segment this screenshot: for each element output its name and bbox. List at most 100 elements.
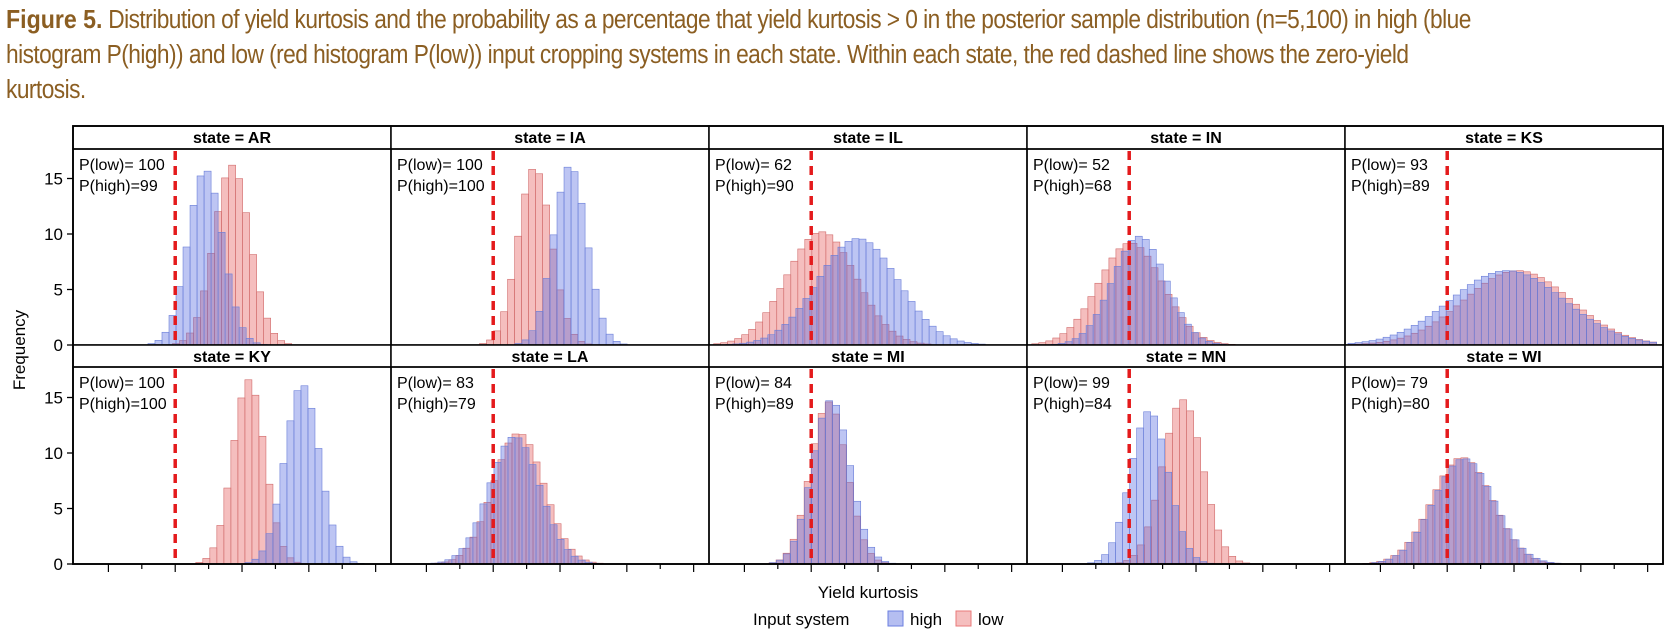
histogram-bar-high-MI-4 (797, 518, 805, 565)
histogram-bar-high-KS-32 (1544, 287, 1552, 346)
histogram-bar-high-MN-4 (1115, 521, 1123, 565)
histogram-bar-high-MN-11 (1164, 471, 1173, 565)
histogram-bar-high-MI-13 (860, 528, 869, 565)
histogram-bar-high-IA-8 (570, 171, 579, 346)
histogram-bar-high-AR-7 (196, 175, 205, 346)
histogram-bar-low-MN-12 (1200, 471, 1209, 565)
histogram-bar-high-LA-12 (514, 437, 523, 565)
histogram-bar-high-KS-12 (1403, 328, 1412, 346)
histogram-bar-high-KY-12 (328, 524, 337, 565)
histogram-bar-high-LA-6 (472, 522, 481, 565)
histogram-bar-high-AR-9 (210, 192, 219, 346)
histogram-bar-high-KS-34 (1558, 297, 1566, 346)
histogram-bar-high-MI-7 (818, 417, 826, 565)
histogram-bar-low-IA-5 (514, 235, 522, 346)
histogram-bar-low-AR-10 (242, 212, 250, 346)
histogram-bar-high-KS-45 (1635, 339, 1643, 346)
p-low-text-MI: P(low)= 84 (715, 375, 792, 392)
y-tick-label-1-15: 15 (44, 389, 63, 408)
histogram-bar-high-AR-13 (238, 327, 247, 346)
histogram-bar-high-IA-2 (528, 330, 537, 346)
histogram-bar-low-KY-8 (251, 394, 260, 565)
histogram-bar-high-IL-24 (893, 279, 902, 346)
histogram-bar-high-IL-29 (928, 325, 937, 346)
histogram-bar-high-IN-5 (1085, 325, 1094, 346)
y-axis-label: Frequency (10, 309, 29, 390)
histogram-bar-low-IA-4 (507, 278, 515, 346)
histogram-bar-high-KS-8 (1375, 338, 1384, 346)
histogram-bar-high-KS-26 (1502, 270, 1510, 346)
histogram-bar-high-KS-40 (1600, 327, 1608, 346)
histogram-bar-high-IA-12 (598, 317, 607, 346)
histogram-bar-high-IA-1 (521, 339, 530, 346)
histogram-bar-high-KS-17 (1438, 305, 1447, 346)
histogram-bar-low-KY-9 (258, 435, 267, 565)
histogram-bar-high-IA-6 (556, 191, 565, 346)
histogram-bar-high-MN-9 (1150, 415, 1158, 565)
histogram-bar-high-IN-12 (1134, 235, 1143, 346)
histogram-bar-high-MI-10 (839, 429, 847, 565)
p-low-text-IN: P(low)= 52 (1033, 157, 1110, 174)
p-low-text-LA: P(low)= 83 (397, 375, 474, 392)
histogram-bar-high-KY-5 (279, 463, 288, 565)
histogram-bar-high-IL-19 (858, 238, 867, 346)
histogram-bar-high-IN-16 (1162, 280, 1171, 346)
histogram-bar-high-WI-22 (1518, 547, 1527, 565)
p-low-text-KS: P(low)= 93 (1351, 157, 1428, 174)
histogram-bar-high-WI-12 (1448, 465, 1457, 565)
histogram-bar-high-KS-22 (1473, 279, 1482, 346)
histogram-bar-high-LA-13 (521, 447, 530, 565)
strip-label-MN: state = MN (1146, 349, 1226, 366)
p-high-text-KY: P(high)=100 (79, 396, 167, 413)
histogram-bar-high-KS-44 (1628, 338, 1636, 346)
histogram-bar-high-IL-10 (795, 308, 804, 346)
strip-label-WI: state = WI (1466, 349, 1541, 366)
histogram-bar-high-WI-16 (1476, 473, 1485, 565)
legend-title: Input system (753, 610, 849, 629)
histogram-bar-high-LA-3 (451, 555, 460, 565)
histogram-bar-high-WI-13 (1455, 459, 1464, 565)
histogram-bar-high-KY-8 (300, 385, 309, 565)
histogram-bar-high-WI-17 (1483, 486, 1492, 565)
histogram-bar-high-IL-28 (921, 319, 930, 346)
histogram-bar-high-MI-9 (832, 404, 840, 565)
strip-label-KY: state = KY (193, 349, 271, 366)
histogram-bar-low-MN-14 (1214, 529, 1223, 565)
histogram-bar-high-IL-21 (872, 248, 881, 346)
histogram-bar-high-KY-6 (286, 420, 295, 565)
p-low-text-IL: P(low)= 62 (715, 157, 792, 174)
histogram-bar-high-MN-15 (1192, 557, 1201, 565)
histogram-bar-low-AR-13 (263, 317, 271, 346)
histogram-bar-high-IL-9 (788, 316, 797, 346)
p-high-text-IL: P(high)=90 (715, 178, 794, 195)
histogram-bar-high-AR-11 (224, 273, 233, 346)
histogram-bar-high-MN-10 (1157, 438, 1165, 565)
histogram-bar-high-KS-25 (1495, 271, 1503, 346)
histogram-bar-high-LA-5 (465, 537, 474, 565)
strip-label-IA: state = IA (514, 130, 586, 147)
histogram-bar-high-AR-2 (161, 331, 170, 346)
histogram-bar-high-MN-7 (1136, 427, 1144, 565)
strip-label-LA: state = LA (512, 349, 589, 366)
histogram-bar-low-KY-6 (237, 397, 246, 565)
histogram-bar-low-MN-16 (1228, 556, 1237, 565)
figure-caption: Figure 5. Distribution of yield kurtosis… (6, 2, 1483, 108)
histogram-bar-high-KY-10 (314, 448, 323, 565)
histogram-bar-high-WI-5 (1399, 549, 1408, 565)
histogram-bar-high-KY-3 (265, 533, 274, 565)
p-low-text-WI: P(low)= 79 (1351, 375, 1428, 392)
histogram-bar-high-LA-11 (507, 437, 516, 565)
histogram-bar-high-IA-5 (549, 234, 558, 346)
legend-swatch-low (955, 610, 972, 627)
histogram-bar-low-IA-3 (500, 311, 508, 346)
histogram-bar-high-IA-3 (535, 310, 544, 346)
histogram-bar-high-LA-15 (535, 484, 544, 565)
histogram-bar-high-IL-11 (802, 298, 811, 346)
strip-label-IN: state = IN (1150, 130, 1222, 147)
histogram-bar-high-IN-4 (1078, 333, 1087, 346)
histogram-bar-high-KY-9 (307, 407, 316, 565)
histogram-bar-high-MI-3 (790, 540, 798, 565)
histogram-bar-high-IN-14 (1148, 249, 1157, 346)
histogram-bar-high-MN-14 (1185, 548, 1194, 565)
